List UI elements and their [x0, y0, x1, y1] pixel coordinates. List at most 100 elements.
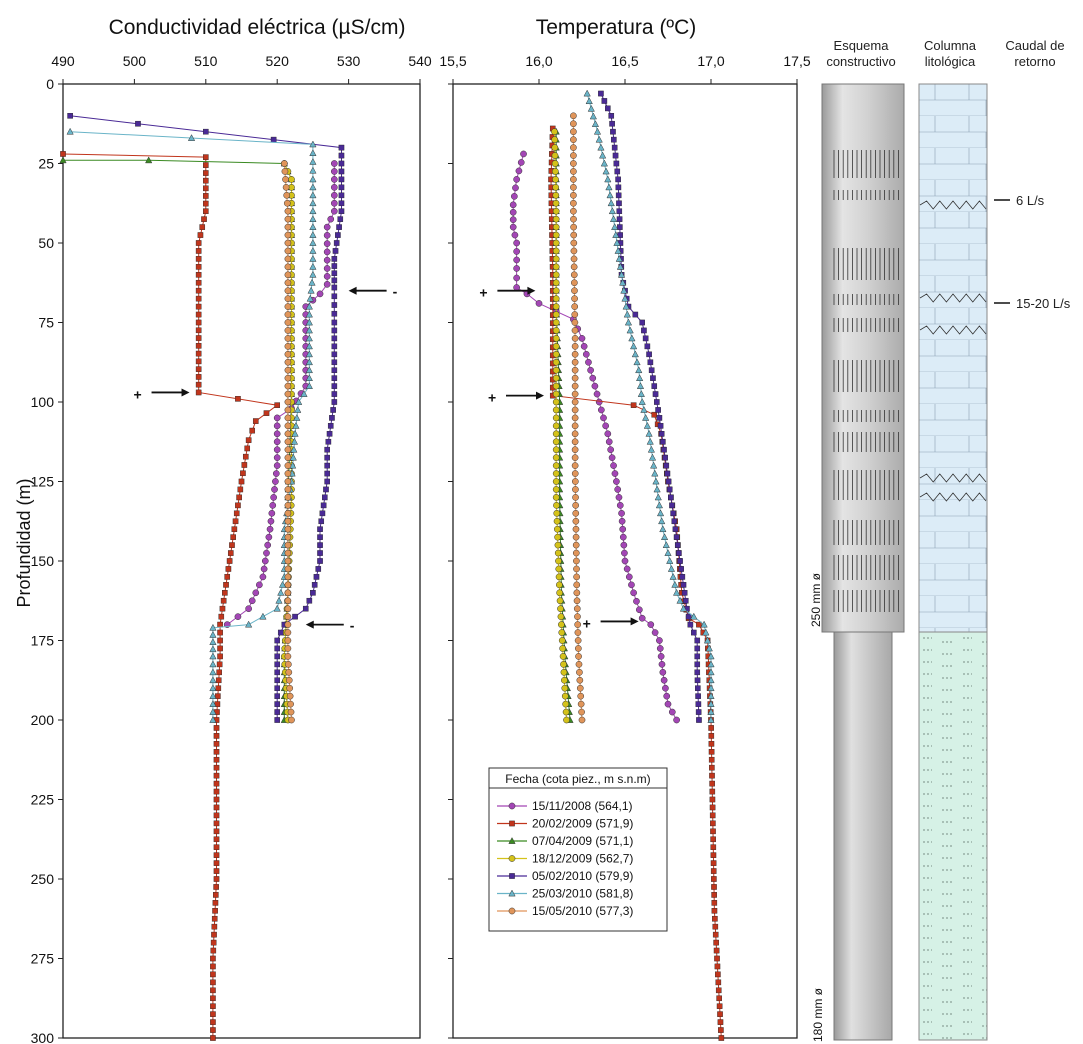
conductivity-data-point [273, 446, 281, 454]
temperature-data-point [593, 127, 602, 135]
conductivity-data-point [215, 685, 222, 691]
temperature-data-point [577, 700, 585, 708]
conductivity-data-point [284, 613, 292, 621]
conductivity-data-point [284, 239, 292, 247]
temperature-data-point [708, 756, 715, 763]
conductivity-data-point [331, 319, 338, 326]
temperature-data-point [610, 462, 617, 469]
y-tick-label: 150 [31, 553, 55, 569]
temperature-annotation-sign: + [479, 285, 487, 301]
conductivity-data-point [284, 589, 292, 597]
y-tick-label: 300 [31, 1030, 55, 1044]
temperature-data-point [631, 350, 639, 358]
conductivity-data-point [331, 375, 338, 381]
temperature-x-tick-label: 16,5 [611, 53, 638, 69]
temperature-data-point [619, 533, 627, 541]
temperature-data-point [552, 398, 560, 406]
temperature-data-point [618, 517, 626, 525]
temperature-data-point [509, 223, 517, 231]
conductivity-data-point [272, 470, 280, 477]
temperature-data-point [712, 915, 718, 922]
temperature-data-point [662, 454, 668, 461]
conductivity-data-point [335, 232, 341, 238]
conductivity-data-point [273, 438, 281, 446]
conductivity-data-point [284, 597, 292, 605]
temperature-data-point [570, 184, 577, 191]
temperature-data-point [629, 342, 638, 350]
conductivity-x-tick-label: 500 [123, 53, 147, 69]
temperature-data-point [554, 541, 562, 549]
temperature-x-tick-label: 17,5 [783, 53, 810, 69]
conductivity-data-point [284, 645, 292, 652]
temperature-data-point [715, 987, 722, 994]
temperature-data-point [663, 462, 670, 469]
temperature-data-point [652, 477, 660, 485]
conductivity-data-point [284, 422, 292, 430]
temperature-data-point [614, 486, 622, 493]
temperature-data-point [552, 199, 560, 207]
conductivity-data-point [305, 302, 313, 310]
conductivity-data-point [265, 533, 273, 541]
temperature-annotation-sign: + [583, 615, 591, 631]
conductivity-data-point [209, 668, 217, 676]
fracture-zone [919, 325, 987, 335]
conductivity-data-point [242, 453, 249, 460]
conductivity-data-point [274, 701, 281, 707]
temperature-data-point [641, 327, 647, 334]
temperature-data-point [680, 582, 687, 588]
temperature-data-point [710, 860, 717, 866]
conductivity-data-point [317, 526, 323, 532]
temperature-data-point [576, 668, 583, 676]
temperature-data-point [654, 493, 662, 501]
conductivity-data-point [213, 796, 220, 803]
temperature-data-point [666, 557, 674, 564]
conductivity-data-point [195, 272, 202, 278]
temperature-data-point [659, 525, 667, 533]
temperature-data-point [571, 319, 579, 326]
conductivity-data-point [284, 414, 292, 422]
temperature-data-point [717, 1011, 723, 1017]
temperature-data-point [571, 446, 579, 454]
conductivity-data-point [284, 271, 292, 279]
conductivity-data-point [273, 430, 281, 438]
temperature-data-point [552, 335, 560, 342]
temperature-data-point [570, 199, 577, 207]
temperature-data-point [695, 685, 701, 691]
conductivity-data-point [317, 550, 323, 556]
caudal-title-line2: retorno [1014, 54, 1055, 69]
temperature-data-point [573, 573, 580, 581]
temperature-data-point [608, 207, 617, 215]
temperature-data-point [571, 406, 579, 414]
conductivity-data-point [300, 390, 308, 397]
temperature-data-point [646, 437, 654, 445]
conductivity-data-point [213, 876, 220, 882]
conductivity-data-point [263, 410, 270, 416]
conductivity-data-point [287, 700, 294, 708]
temperature-series-4 [551, 128, 570, 724]
conductivity-data-point [195, 358, 202, 365]
temperature-data-point [609, 120, 615, 127]
conductivity-data-point [213, 764, 220, 771]
conductivity-data-point [316, 290, 324, 298]
temperature-x-tick-label: 16,0 [525, 53, 552, 69]
temperature-data-point [709, 780, 715, 787]
conductivity-data-point [331, 293, 338, 300]
conductivity-data-point [273, 454, 281, 461]
conductivity-data-point [209, 716, 217, 723]
conductivity-data-point [324, 454, 330, 461]
conductivity-data-point [230, 534, 236, 540]
temperature-data-point [671, 580, 679, 588]
temperature-data-point [571, 382, 579, 390]
temperature-data-point [558, 637, 566, 644]
conductivity-data-point [331, 284, 338, 291]
temperature-data-point [696, 621, 702, 628]
conductivity-data-point [333, 240, 340, 246]
temperature-data-point [664, 549, 672, 556]
temperature-data-point [556, 581, 563, 589]
temperature-data-point [561, 684, 569, 692]
temperature-data-point [571, 311, 579, 318]
temperature-data-point [571, 279, 578, 287]
conductivity-series-1 [223, 160, 338, 628]
conductivity-data-point [278, 580, 287, 588]
temperature-data-point [562, 700, 570, 708]
